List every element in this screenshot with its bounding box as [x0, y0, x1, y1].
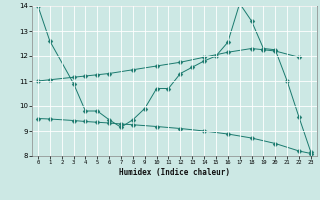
- X-axis label: Humidex (Indice chaleur): Humidex (Indice chaleur): [119, 168, 230, 177]
